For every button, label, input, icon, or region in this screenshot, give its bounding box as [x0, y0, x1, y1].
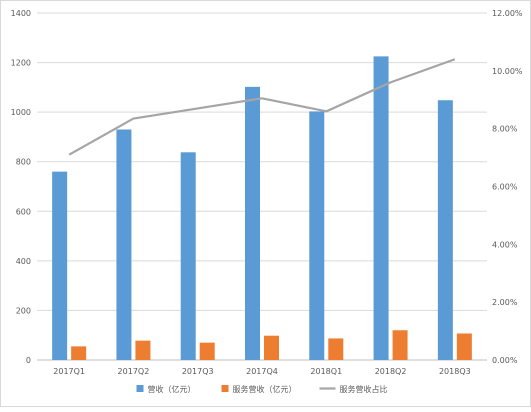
legend-swatch — [221, 385, 229, 392]
right-axis-tick-label: 2.00% — [492, 298, 518, 307]
bar-revenue — [437, 100, 453, 360]
bar-revenue — [180, 152, 196, 360]
x-axis-category-label: 2017Q1 — [53, 367, 85, 376]
bar-service-revenue — [135, 340, 151, 360]
right-axis-tick-label: 6.00% — [492, 183, 518, 192]
bar-service-revenue — [71, 346, 87, 360]
x-axis-category-label: 2018Q1 — [310, 367, 342, 376]
right-axis-tick-label: 8.00% — [492, 125, 518, 134]
legend-label: 营收（亿元） — [148, 384, 196, 394]
legend-swatch — [136, 385, 144, 392]
bar-service-revenue — [392, 330, 408, 360]
right-axis-tick-label: 10.00% — [492, 67, 523, 76]
x-axis-category-label: 2018Q3 — [439, 367, 471, 376]
left-axis-tick-label: 0 — [26, 356, 31, 365]
bar-revenue — [245, 86, 260, 361]
right-axis-tick-label: 12.00% — [492, 9, 523, 18]
left-axis-tick-label: 400 — [16, 257, 31, 266]
right-axis-tick-label: 0.00% — [492, 356, 518, 365]
bar-revenue — [52, 171, 68, 360]
legend-label: 服务营收占比 — [340, 384, 388, 394]
legend-label: 服务营收（亿元） — [233, 384, 297, 394]
x-axis-category-label: 2018Q2 — [375, 367, 407, 376]
left-axis-tick-label: 1200 — [11, 59, 31, 68]
bar-service-revenue — [264, 335, 279, 360]
x-axis-category-label: 2017Q3 — [182, 367, 214, 376]
left-axis-tick-label: 800 — [16, 158, 31, 167]
bar-service-revenue — [328, 338, 344, 360]
line-service-revenue-share — [68, 58, 456, 156]
bar-service-revenue — [199, 342, 215, 360]
bar-revenue — [116, 129, 132, 360]
left-axis-tick-label: 1000 — [11, 108, 31, 117]
left-axis-tick-label: 1400 — [11, 9, 31, 18]
bar-service-revenue — [456, 333, 472, 360]
bar-revenue — [373, 56, 389, 360]
bar-revenue — [309, 111, 325, 360]
x-axis-category-label: 2017Q4 — [246, 367, 278, 376]
left-axis-tick-label: 200 — [16, 306, 31, 315]
right-axis-tick-label: 4.00% — [492, 240, 518, 249]
x-axis-category-label: 2017Q2 — [118, 367, 150, 376]
left-axis-tick-label: 600 — [16, 207, 31, 216]
